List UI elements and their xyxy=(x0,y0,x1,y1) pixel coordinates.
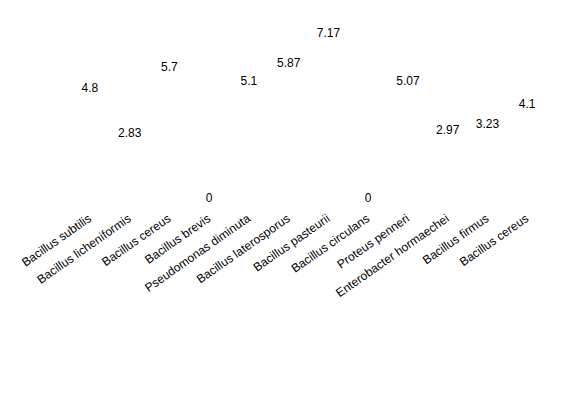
svg-text:Bacillus subtilis: Bacillus subtilis xyxy=(19,211,94,270)
svg-text:5.7: 5.7 xyxy=(161,60,178,74)
svg-text:0: 0 xyxy=(365,191,372,205)
svg-text:4.8: 4.8 xyxy=(82,81,99,95)
svg-text:0: 0 xyxy=(206,191,213,205)
svg-text:Pseudomonas diminuta: Pseudomonas diminuta xyxy=(142,211,253,295)
svg-text:Bacillus cereus: Bacillus cereus xyxy=(457,211,531,269)
svg-text:5.1: 5.1 xyxy=(241,74,258,88)
svg-text:2.97: 2.97 xyxy=(436,123,460,137)
svg-text:2.83: 2.83 xyxy=(118,126,142,140)
svg-text:Bacillus circulans: Bacillus circulans xyxy=(288,211,373,276)
svg-text:5.07: 5.07 xyxy=(396,74,420,88)
svg-text:5.87: 5.87 xyxy=(277,56,301,70)
svg-text:Bacillus pasteurii: Bacillus pasteurii xyxy=(250,211,333,275)
svg-text:4.1: 4.1 xyxy=(519,97,536,111)
svg-text:3.23: 3.23 xyxy=(476,117,500,131)
svg-text:Bacillus licheniformis: Bacillus licheniformis xyxy=(34,211,134,287)
svg-text:Proteus penneri: Proteus penneri xyxy=(334,211,412,272)
svg-text:Enterobacter hormaechei: Enterobacter hormaechei xyxy=(333,211,452,301)
svg-text:Bacillus laterosporus: Bacillus laterosporus xyxy=(193,211,293,287)
svg-text:Bacillus cereus: Bacillus cereus xyxy=(99,211,174,270)
svg-text:Bacillus brevis: Bacillus brevis xyxy=(142,211,214,267)
svg-text:Bacillus firmus: Bacillus firmus xyxy=(420,211,491,267)
svg-text:7.17: 7.17 xyxy=(317,26,341,40)
